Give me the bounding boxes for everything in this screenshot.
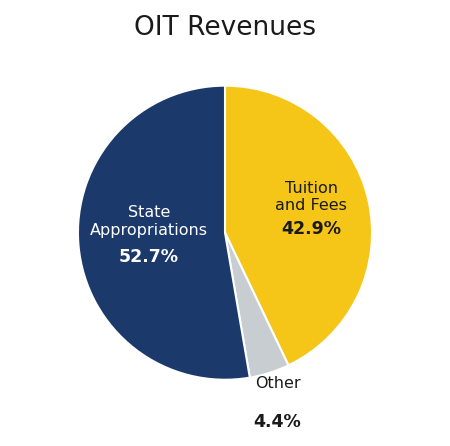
Wedge shape	[225, 233, 288, 378]
Text: 4.4%: 4.4%	[254, 413, 302, 431]
Text: Other: Other	[255, 376, 301, 391]
Text: Tuition
and Fees: Tuition and Fees	[275, 181, 347, 213]
Wedge shape	[78, 86, 250, 380]
Text: 52.7%: 52.7%	[119, 248, 179, 266]
Text: 42.9%: 42.9%	[281, 220, 341, 238]
Wedge shape	[225, 86, 372, 365]
Text: State
Appropriations: State Appropriations	[90, 205, 208, 238]
Title: OIT Revenues: OIT Revenues	[134, 15, 316, 41]
